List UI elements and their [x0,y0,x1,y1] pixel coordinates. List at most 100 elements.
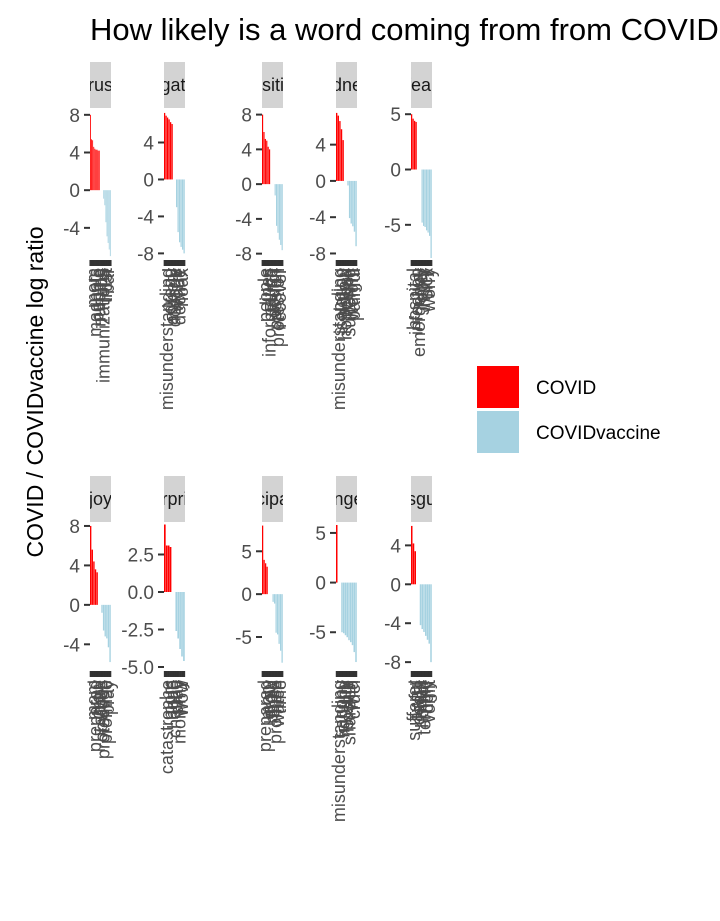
x-tick-label: nurse [261,268,281,313]
x-tick-label: weight [342,268,362,321]
facet-strip [411,476,432,522]
bar-anticipation-3 [266,566,268,595]
facet-strip [336,476,357,522]
bar-disgust-0 [411,525,413,585]
x-tick-label: mom [83,680,103,720]
bar-positive-5 [269,149,271,185]
bar-negative-5 [171,124,173,180]
y-axis-label: COVID / COVIDvaccine log ratio [22,226,48,557]
bar-fear-12 [429,169,431,236]
y-tick-label: 5 [315,524,326,545]
bar-joy-8 [102,604,105,631]
x-tick-label: lines [264,680,284,717]
y-tick-label: 5 [241,542,252,563]
bar-negative-2 [167,117,169,180]
bar-negative-0 [164,112,166,180]
facet-strip-label: surprise [142,489,206,509]
x-tick-label: dosage [165,268,185,327]
bar-positive-0 [262,114,264,185]
y-tick-label: -5 [235,628,252,649]
y-tick-label: 4 [69,144,80,165]
bar-negative-9 [177,179,179,233]
x-tick-label: wild [342,680,362,712]
bar-sadness-9 [350,180,352,224]
bar-positive-1 [263,131,265,185]
facet-strip-label: anger [323,489,369,509]
bar-fear-11 [427,169,429,233]
bar-trust-14 [105,190,107,223]
bar-positive-14 [281,184,283,251]
bar-joy-4 [96,572,98,605]
x-tick-label: hoax [172,268,192,307]
bar-positive-2 [264,138,266,185]
x-tick-label: fever [412,268,432,308]
bar-surprise-7 [177,592,180,639]
bar-surprise-9 [181,592,183,657]
bar-negative-12 [182,179,184,250]
x-tick-label: fighting [333,680,353,738]
bar-positive-3 [266,140,268,185]
y-tick-label: 8 [69,517,80,538]
y-tick-label: 0 [241,175,252,196]
bar-negative-3 [168,119,170,180]
y-tick-label: 4 [143,133,154,154]
panel-disgust: disgust 4 0 -4 -8suffererawfuldeathhoaxhorro… [384,476,439,741]
x-tick-label: mom [83,268,103,308]
y-tick-label: -8 [309,244,326,265]
x-tick-label: pray [167,680,187,715]
bar-surprise-1 [165,545,168,592]
x-tick-label: hoax [410,680,430,719]
bar-positive-13 [280,184,282,245]
y-tick-label: 8 [241,106,252,127]
facet-strip [90,476,111,522]
bar-anticipation-10 [277,594,279,635]
bar-anger-6 [346,582,348,638]
x-tick-label: widow [333,267,353,319]
bar-anger-4 [343,582,345,634]
bar-joy-12 [109,604,111,663]
y-tick-label: 0 [315,172,326,193]
bar-negative-10 [179,179,181,243]
y-tick-label: 5 [390,105,401,126]
bar-surprise-2 [167,545,170,592]
bar-joy-7 [101,604,103,613]
facet-strip [164,476,185,522]
bar-joy-1 [91,549,93,605]
bar-fear-2 [414,120,416,170]
bar-joy-2 [93,561,95,605]
x-tick-label: sufferer [404,680,424,741]
bar-trust-12 [103,190,105,199]
x-tick-label: fury [335,680,355,710]
facet-strip-label: anticipation [227,489,318,509]
y-tick-label: 0 [315,574,326,595]
bar-trust-8 [98,150,100,191]
x-tick-label: trust [96,268,116,303]
legend-key-covid [475,364,521,410]
panel-surprise: surprise 2.5 0.0 -2.5 -5.0catastrophemomhope… [121,476,206,774]
x-tick-label: people [255,268,275,322]
bar-fear-1 [412,118,414,170]
x-tick-label: emergency [409,268,429,357]
bar-anger-8 [350,582,352,643]
bar-trust-18 [109,190,111,257]
bar-trust-4 [94,148,96,191]
bar-disgust-2 [414,551,416,585]
bar-negative-4 [170,122,172,180]
legend: COVID COVIDvaccine [475,364,661,455]
x-tick-label: pray [98,680,118,715]
x-tick-label: suffering [340,268,360,337]
panel-sadness: sadness 4 0 -4 -8misunderstandingisolationwi… [309,62,364,410]
bar-fear-9 [424,169,426,228]
bar-anticipation-13 [281,594,283,663]
panel-anger: anger 5 0 -5 misunderstandingagonyfightingfu… [309,476,369,822]
bar-anticipation-7 [272,594,274,602]
y-tick-label: 4 [315,136,326,157]
x-tick-label: chance [165,680,185,738]
x-tick-label: sick [417,267,437,299]
x-tick-label: wow [172,679,192,717]
y-tick-label: -8 [137,244,154,265]
x-tick-label: mom [257,680,277,720]
bar-anticipation-0 [262,525,264,595]
bar-trust-1 [91,139,92,191]
y-tick-label: 4 [390,536,401,557]
